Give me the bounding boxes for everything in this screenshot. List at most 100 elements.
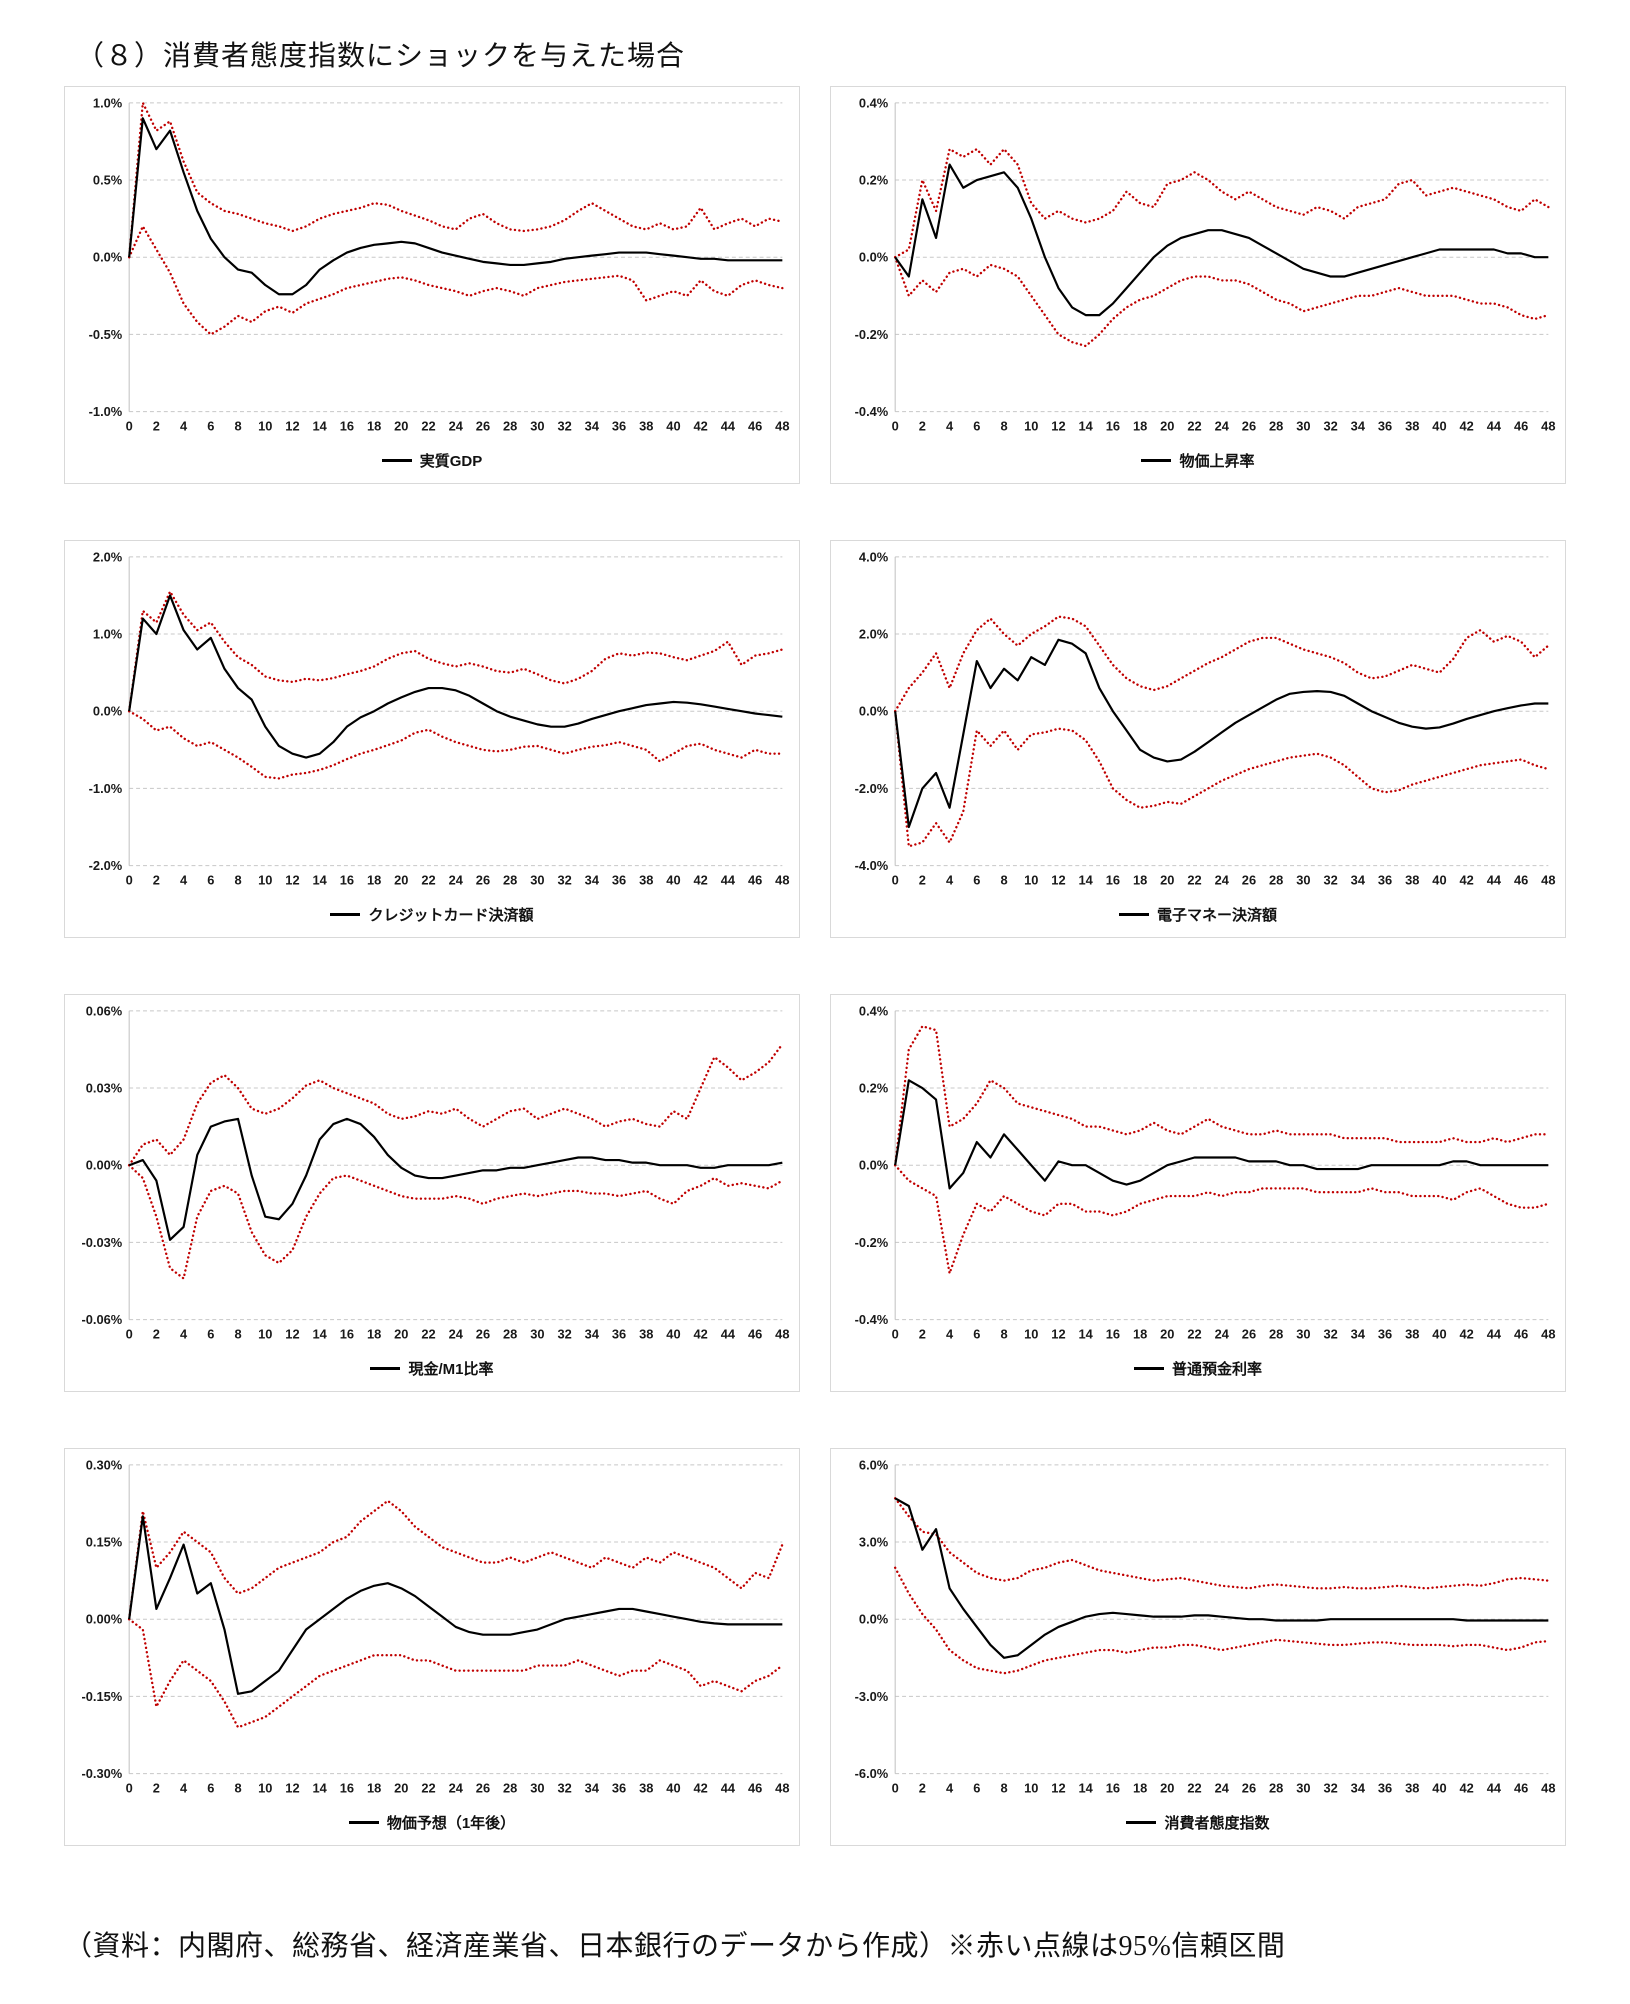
x-tick-label: 32 <box>557 418 571 433</box>
y-tick-label: -0.30% <box>81 1766 122 1781</box>
x-tick-label: 38 <box>1405 418 1419 433</box>
x-tick-label: 6 <box>973 1326 980 1341</box>
x-tick-label: 24 <box>1215 1780 1230 1795</box>
x-tick-label: 0 <box>892 872 899 887</box>
upper-confidence-line <box>893 1025 1550 1167</box>
x-tick-label: 20 <box>1160 418 1174 433</box>
lower-confidence-line <box>893 256 1550 348</box>
gridlines <box>895 556 1549 867</box>
x-tick-label: 46 <box>1514 872 1528 887</box>
y-tick-label: 1.0% <box>93 95 123 110</box>
x-tick-label: 18 <box>367 1780 381 1795</box>
upper-confidence-line <box>127 1043 784 1167</box>
x-tick-label: 42 <box>694 418 708 433</box>
x-tick-label: 14 <box>1079 1780 1094 1795</box>
y-tick-label: 0.00% <box>86 1612 123 1627</box>
x-tick-label: 40 <box>666 1780 680 1795</box>
lower-confidence-line <box>127 1618 784 1729</box>
x-tick-label: 42 <box>694 872 708 887</box>
x-tick-label: 42 <box>1460 1780 1474 1795</box>
legend-line-swatch <box>330 912 361 916</box>
emoney-payments-legend: 電子マネー決済額 <box>831 895 1565 937</box>
x-tick-label: 34 <box>585 1780 600 1795</box>
x-tick-label: 30 <box>1296 418 1310 433</box>
x-axis-labels: 0 2 4 6 8 10 12 14 16 18 20 22 24 26 28 30 32 34 36 38 40 42 4… <box>892 418 1556 433</box>
x-tick-label: 24 <box>1215 418 1230 433</box>
x-tick-label: 24 <box>449 418 464 433</box>
upper-confidence-line <box>127 590 784 713</box>
x-tick-label: 42 <box>1460 418 1474 433</box>
x-tick-label: 38 <box>639 1780 653 1795</box>
x-tick-label: 10 <box>1024 1326 1038 1341</box>
legend-line-swatch <box>1133 1366 1164 1370</box>
x-tick-label: 6 <box>973 872 980 887</box>
x-tick-label: 2 <box>919 1780 926 1795</box>
chart-svg: 0.30%0.15%0.00%-0.15%-0.30%0 2 4 6 8 10 12 14 16… <box>81 1457 789 1795</box>
x-tick-label: 36 <box>612 872 626 887</box>
cash-m1-ratio-plot-area: 0.06% 0.03% 0.00% -0.03% -0.06% 0 2 4 6 8 10 12 14 16… <box>65 995 799 1349</box>
chart-svg: 1.0%0.5%0.0%-0.5%-1.0%0 2 4 6 8 10 12 14 16 18 20 2… <box>89 95 790 433</box>
y-tick-label: 0.0% <box>859 1158 889 1173</box>
x-tick-label: 28 <box>503 1780 517 1795</box>
y-tick-label: 0.0% <box>859 704 889 719</box>
x-tick-label: 38 <box>1405 872 1419 887</box>
y-tick-label: -0.5% <box>89 327 123 342</box>
source-note: （資料：内閣府、総務省、経済産業省、日本銀行のデータから作成）※赤い点線は95%… <box>64 1931 1286 1962</box>
x-tick-label: 28 <box>503 1326 517 1341</box>
mean-response-line <box>894 1079 1549 1190</box>
chart-consumer-confidence-index: 6.0% 3.0% 0.0% -3.0% -6.0% 0 2 4 6 8 10 12 14 16 18 20 2… <box>830 1448 1566 1846</box>
mean-response-line <box>894 163 1549 317</box>
x-tick-label: 48 <box>775 1780 789 1795</box>
x-tick-label: 20 <box>394 872 408 887</box>
legend-label: クレジットカード決済額 <box>368 906 534 924</box>
x-tick-label: 22 <box>421 872 435 887</box>
x-tick-label: 18 <box>1133 418 1147 433</box>
x-tick-label: 20 <box>1160 872 1174 887</box>
x-tick-label: 30 <box>1296 1780 1310 1795</box>
x-tick-label: 8 <box>234 872 241 887</box>
chart-svg: 0.4%0.2%0.0%-0.2%-0.4%0 2 4 6 8 10 12 14 16 18 20 2… <box>855 1003 1556 1341</box>
x-tick-label: 12 <box>285 1780 299 1795</box>
chart-grid: 1.0% 0.5% 0.0% -0.5% -1.0% 0 2 4 6 8 10 12 14 16 18 20 2… <box>64 86 1566 1846</box>
upper-confidence-line <box>893 1497 1550 1590</box>
x-tick-label: 20 <box>394 1780 408 1795</box>
chart-svg: 0.4%0.2%0.0%-0.2%-0.4%0 2 4 6 8 10 12 14 16 18 20 2… <box>855 95 1556 433</box>
x-tick-label: 28 <box>1269 418 1283 433</box>
x-tick-label: 48 <box>775 1326 789 1341</box>
consumer-confidence-legend: 消費者態度指数 <box>831 1803 1565 1845</box>
x-tick-label: 36 <box>612 418 626 433</box>
x-tick-label: 28 <box>1269 1780 1283 1795</box>
x-tick-label: 36 <box>612 1780 626 1795</box>
x-tick-label: 6 <box>207 1780 214 1795</box>
x-tick-label: 40 <box>1432 418 1446 433</box>
x-tick-label: 12 <box>1051 418 1065 433</box>
y-tick-label: -0.4% <box>855 404 889 419</box>
x-tick-label: 40 <box>1432 1780 1446 1795</box>
x-tick-label: 34 <box>1351 418 1366 433</box>
x-tick-label: 4 <box>946 872 954 887</box>
y-axis-labels: 0.4% 0.2% 0.0% -0.2% -0.4% <box>855 95 889 419</box>
chart-svg: 0.06%0.03%0.00%-0.03%-0.06%0 2 4 6 8 10 12 14 16… <box>81 1003 789 1341</box>
y-axis-labels: 1.0% 0.5% 0.0% -0.5% -1.0% <box>89 95 123 419</box>
legend-label: 消費者態度指数 <box>1164 1814 1270 1832</box>
x-tick-label: 26 <box>1242 1780 1256 1795</box>
consumer-confidence-plot-area: 6.0% 3.0% 0.0% -3.0% -6.0% 0 2 4 6 8 10 12 14 16 18 20 2… <box>831 1449 1565 1803</box>
legend-line-swatch <box>381 458 412 462</box>
x-tick-label: 10 <box>258 1326 272 1341</box>
x-tick-label: 4 <box>946 1326 954 1341</box>
x-tick-label: 34 <box>1351 1326 1366 1341</box>
x-tick-label: 0 <box>126 872 133 887</box>
y-tick-label: -0.06% <box>81 1312 122 1327</box>
x-axis-labels: 0 2 4 6 8 10 12 14 16 18 20 22 24 26 28 30 32 34 36 38 40 42 4… <box>892 1326 1556 1341</box>
x-tick-label: 40 <box>666 1326 680 1341</box>
x-tick-label: 32 <box>1323 1326 1337 1341</box>
x-axis-labels: 0 2 4 6 8 10 12 14 16 18 20 22 24 26 28 30 32 34 36 38 40 42 4… <box>126 418 790 433</box>
y-tick-label: 0.15% <box>86 1534 123 1549</box>
x-tick-label: 26 <box>476 1780 490 1795</box>
x-tick-label: 20 <box>394 418 408 433</box>
x-tick-label: 2 <box>153 1780 160 1795</box>
x-tick-label: 40 <box>666 418 680 433</box>
y-tick-label: -4.0% <box>855 858 889 873</box>
x-tick-label: 14 <box>313 1326 328 1341</box>
x-tick-label: 6 <box>207 1326 214 1341</box>
